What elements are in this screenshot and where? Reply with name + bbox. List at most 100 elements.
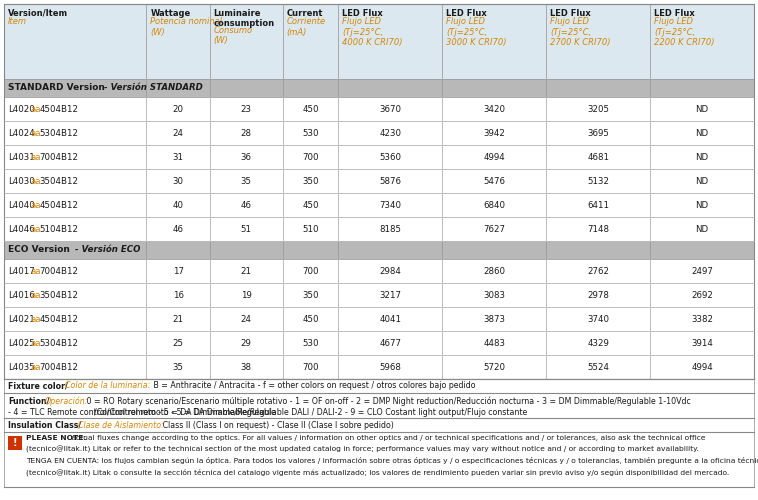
Text: 4504B12: 4504B12 [39,200,79,209]
Text: (tecnico@litak.it) Litak or refer to the technical section of the most updated c: (tecnico@litak.it) Litak or refer to the… [26,446,699,453]
Bar [283,283,338,307]
Text: L4025: L4025 [8,338,35,347]
Bar [650,241,754,259]
Bar [146,331,210,355]
Text: ND: ND [695,104,709,114]
Text: 5132: 5132 [587,176,609,186]
Bar [546,145,650,169]
Bar [338,283,442,307]
Bar [4,79,146,97]
Bar [650,97,754,121]
Bar [283,217,338,241]
Bar [546,259,650,283]
Text: 21: 21 [173,314,183,324]
Text: 3914: 3914 [691,338,713,347]
Text: 5524: 5524 [587,362,609,372]
Bar [210,4,283,79]
Text: L4021: L4021 [8,314,35,324]
Text: aa: aa [30,104,41,114]
Text: L4046: L4046 [8,224,35,234]
Text: 7627: 7627 [483,224,505,234]
Bar [4,193,146,217]
Bar [442,217,546,241]
Text: 450: 450 [302,104,318,114]
Text: 2762: 2762 [587,266,609,276]
Text: 4483: 4483 [483,338,505,347]
Text: 35: 35 [241,176,252,186]
Bar [442,121,546,145]
Bar [546,331,650,355]
Bar [210,97,283,121]
Text: 3382: 3382 [691,314,713,324]
Bar [146,307,210,331]
Text: aa: aa [30,176,41,186]
Text: 6840: 6840 [483,200,505,209]
Bar [4,4,146,79]
Text: 3942: 3942 [483,128,505,138]
Text: 3670: 3670 [379,104,401,114]
Bar [442,355,546,379]
Bar [283,193,338,217]
Text: Color de la luminaria:: Color de la luminaria: [65,382,151,390]
Text: 7004B12: 7004B12 [39,362,79,372]
Bar [442,79,546,97]
Text: 20: 20 [173,104,183,114]
Bar [338,145,442,169]
Text: 700: 700 [302,266,318,276]
Text: Wattage: Wattage [150,9,191,18]
Bar [210,307,283,331]
Text: L4035: L4035 [8,362,35,372]
Text: 3420: 3420 [483,104,505,114]
Text: 350: 350 [302,176,318,186]
Text: 4041: 4041 [379,314,401,324]
Text: 700: 700 [302,362,318,372]
Bar [210,79,283,97]
Text: aa: aa [30,128,41,138]
Text: !: ! [13,438,17,448]
Bar [4,259,146,283]
Text: aa: aa [30,338,41,347]
Text: Flujo LED
(Tj=25°C,
2200 K CRI70): Flujo LED (Tj=25°C, 2200 K CRI70) [654,18,715,48]
Text: - Versión ECO: - Versión ECO [72,246,140,254]
Text: aa: aa [30,290,41,300]
Text: 38: 38 [241,362,252,372]
Bar [4,393,754,418]
Text: Fixture color/: Fixture color/ [8,382,68,390]
Text: Consumo
(W): Consumo (W) [214,26,252,46]
Bar [146,97,210,121]
Bar [210,331,283,355]
Bar [546,79,650,97]
Text: 3504B12: 3504B12 [39,290,79,300]
Bar [650,331,754,355]
Bar [650,259,754,283]
Bar [146,4,210,79]
Text: 5968: 5968 [379,362,401,372]
Bar [4,169,146,193]
Text: 3504B12: 3504B12 [39,176,79,186]
Bar [283,97,338,121]
Text: ND: ND [695,176,709,186]
Text: (tecnico@litak.it) Litak o consulte la sección técnica del catalogo vigente más : (tecnico@litak.it) Litak o consulte la s… [26,468,729,475]
Text: 450: 450 [302,314,318,324]
Text: 2692: 2692 [691,290,713,300]
Text: 35: 35 [173,362,183,372]
Bar [210,259,283,283]
Bar [283,331,338,355]
Text: 5876: 5876 [379,176,401,186]
Text: 21: 21 [241,266,252,276]
Text: Clase de Aislamiento:: Clase de Aislamiento: [78,420,164,430]
Bar [146,79,210,97]
Text: 0 = RO Rotary scenario/Escenario múltiple rotativo - 1 = OF on-off - 2 = DMP Nig: 0 = RO Rotary scenario/Escenario múltipl… [84,396,691,406]
Bar [546,169,650,193]
Bar [650,121,754,145]
Text: Operación:: Operación: [45,396,88,406]
Bar [210,169,283,193]
Bar [442,169,546,193]
Text: 17: 17 [173,266,183,276]
Text: 4994: 4994 [484,152,505,162]
Bar [650,145,754,169]
Text: 3695: 3695 [587,128,609,138]
Text: 7004B12: 7004B12 [39,152,79,162]
Bar [338,4,442,79]
Text: TENGA EN CUENTA: los flujos cambian según la óptica. Para todos los valores / in: TENGA EN CUENTA: los flujos cambian segú… [26,457,758,464]
